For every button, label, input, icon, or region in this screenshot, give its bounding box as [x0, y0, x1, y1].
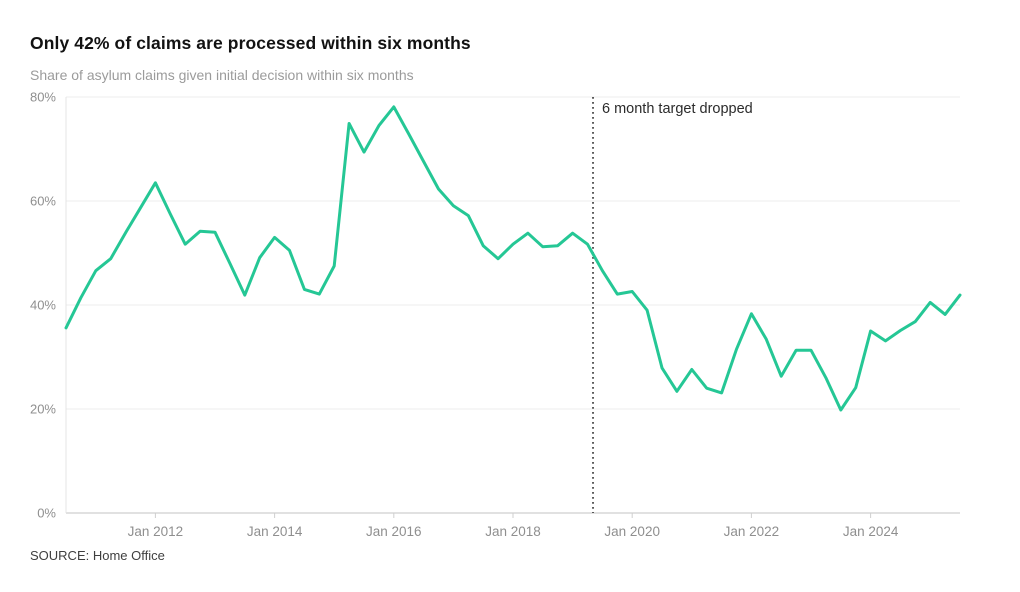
x-tick-label: Jan 2020 [604, 524, 660, 539]
y-tick-label: 80% [30, 90, 56, 105]
x-tick-label: Jan 2018 [485, 524, 541, 539]
x-tick-label: Jan 2016 [366, 524, 422, 539]
source-credit: SOURCE: Home Office [30, 548, 165, 563]
chart-title: Only 42% of claims are processed within … [30, 33, 471, 53]
x-tick-label: Jan 2014 [247, 524, 303, 539]
claims-share-trend-line [64, 105, 962, 412]
x-tick-label: Jan 2024 [843, 524, 899, 539]
y-tick-label: 40% [30, 298, 56, 313]
x-tick-label: Jan 2012 [128, 524, 184, 539]
y-tick-label: 20% [30, 402, 56, 417]
y-tick-label: 60% [30, 194, 56, 209]
y-tick-label: 0% [37, 506, 56, 521]
x-tick-label: Jan 2022 [724, 524, 780, 539]
annotation-label: 6 month target dropped [602, 101, 753, 117]
chart-subtitle: Share of asylum claims given initial dec… [30, 67, 414, 83]
